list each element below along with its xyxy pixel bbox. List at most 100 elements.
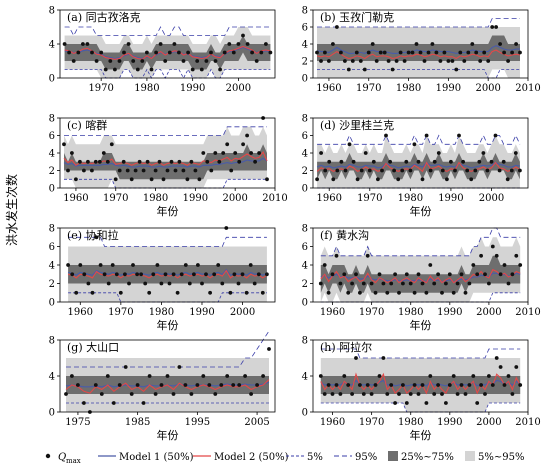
qmax-point: [432, 281, 437, 286]
qmax-point: [181, 168, 186, 173]
qmax-point: [358, 290, 362, 295]
qmax-point: [319, 151, 323, 155]
qmax-point: [428, 374, 433, 378]
y-tick-label: 4: [302, 149, 308, 160]
x-axis-title: 年份: [410, 204, 432, 218]
qmax-point: [147, 374, 152, 378]
legend-model2-label: Model 2 (50%): [214, 452, 289, 463]
qmax-point: [98, 263, 103, 267]
qmax-point: [90, 290, 95, 295]
qmax-point: [185, 177, 190, 182]
qmax-point: [159, 383, 164, 387]
qmax-point: [219, 383, 224, 387]
qmax-point: [361, 392, 366, 396]
qmax-point: [471, 374, 476, 378]
qmax-point: [67, 50, 71, 55]
qmax-point: [354, 272, 358, 277]
qmax-point: [343, 168, 348, 173]
qmax-point: [318, 281, 323, 286]
legend-p95-label: 95%: [355, 452, 377, 463]
qmax-point: [482, 50, 487, 55]
qmax-point: [70, 374, 74, 378]
qmax-point: [201, 374, 206, 378]
qmax-point: [108, 59, 113, 63]
qmax-point: [365, 383, 370, 387]
qmax-point: [103, 67, 108, 72]
qmax-point: [93, 383, 98, 387]
qmax-point: [369, 281, 374, 286]
qmax-point: [350, 281, 354, 286]
qmax-point: [209, 50, 213, 55]
qmax-point: [393, 272, 397, 277]
y-tick-label: 2: [302, 57, 308, 68]
qmax-point: [237, 383, 242, 387]
qmax-point: [163, 272, 168, 277]
qmax-point: [261, 374, 265, 378]
qmax-point: [248, 263, 253, 267]
qmax-point: [497, 168, 502, 173]
qmax-point: [140, 59, 145, 63]
qmax-point: [506, 374, 511, 378]
qmax-point: [455, 281, 460, 286]
qmax-point: [240, 272, 245, 277]
qmax-point: [131, 263, 135, 267]
qmax-point: [412, 383, 417, 387]
qmax-point: [404, 401, 409, 405]
qmax-point: [426, 50, 431, 55]
qmax-point: [343, 59, 347, 63]
qmax-point: [506, 59, 510, 63]
qmax-point: [177, 159, 182, 164]
y-tick-label: 4: [49, 149, 55, 160]
panel-title: (c) 喀群: [67, 118, 107, 132]
qmax-point: [389, 281, 394, 286]
qmax-point: [82, 168, 86, 173]
qmax-point: [447, 272, 452, 277]
qmax-point: [436, 151, 441, 155]
qmax-point: [252, 281, 257, 286]
line-model1: [63, 157, 268, 168]
x-tick-label: 1980: [398, 193, 423, 204]
y-tick-label: 0: [49, 298, 55, 309]
qmax-point: [190, 67, 195, 72]
y-tick-label: 6: [49, 131, 55, 142]
x-tick-label: 1980: [398, 307, 423, 318]
qmax-point: [494, 25, 498, 29]
y-tick-label: 8: [302, 114, 308, 125]
qmax-point: [445, 177, 449, 182]
y-tick-label: 0: [302, 74, 308, 85]
y-tick-label: 0: [302, 184, 308, 195]
x-tick-label: 1990: [180, 83, 205, 94]
y-tick-label: 4: [49, 261, 55, 272]
qmax-point: [331, 42, 335, 46]
qmax-point: [322, 392, 327, 396]
panel-title: (h) 阿拉尔: [320, 340, 372, 354]
x-tick-label: 2000: [476, 417, 501, 428]
qmax-point: [350, 392, 354, 396]
qmax-point: [193, 168, 198, 173]
qmax-point: [422, 59, 427, 63]
qmax-point: [74, 177, 78, 182]
line-p95: [320, 348, 521, 359]
y-tick-label: 2: [49, 279, 55, 290]
qmax-point: [494, 356, 499, 360]
y-tick-label: 8: [302, 336, 308, 347]
qmax-point: [186, 50, 191, 55]
qmax-point: [268, 50, 273, 55]
qmax-point: [259, 50, 264, 55]
qmax-point: [155, 263, 160, 267]
qmax-point: [442, 50, 447, 55]
qmax-point: [231, 383, 236, 387]
legend-5-95-swatch: [465, 451, 475, 461]
qmax-point: [400, 168, 405, 173]
qmax-point: [371, 159, 376, 164]
qmax-point: [389, 383, 394, 387]
qmax-point: [101, 151, 106, 155]
panel-title: (e) 协和拉: [67, 228, 119, 242]
qmax-point: [113, 177, 118, 182]
x-tick-label: 1970: [88, 83, 113, 94]
qmax-point: [267, 347, 271, 351]
y-tick-label: 4: [302, 261, 308, 272]
y-tick-label: 0: [49, 408, 55, 419]
